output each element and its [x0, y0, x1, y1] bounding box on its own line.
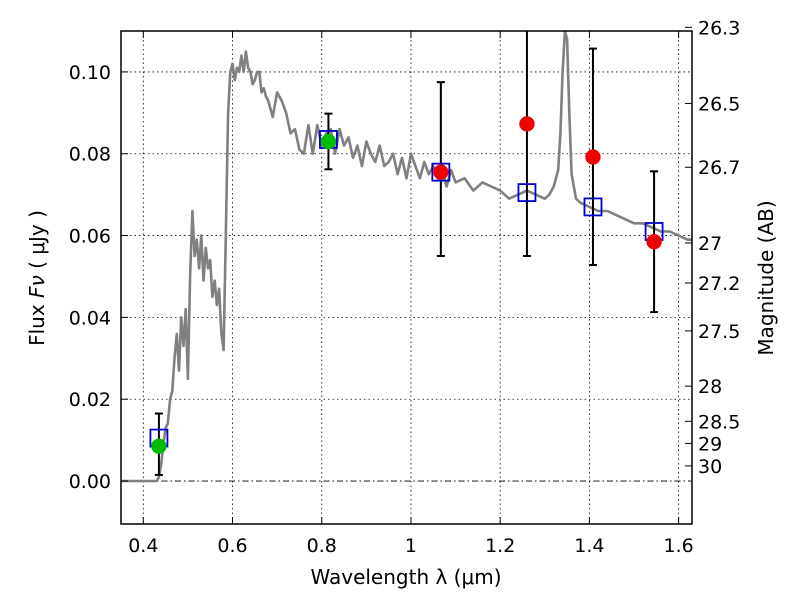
model-spectrum-line	[121, 31, 692, 483]
grid	[121, 31, 692, 524]
observed-flux-marker	[433, 164, 449, 180]
mag-tick-label: 26.7	[698, 157, 740, 179]
x-tick-label: 0.6	[217, 535, 247, 557]
observed-flux-marker	[585, 149, 601, 165]
data-markers	[149, 116, 664, 455]
observed-flux-marker	[151, 438, 167, 455]
model-photometry-marker	[431, 162, 451, 182]
x-tick-label: 1.6	[664, 535, 694, 557]
mag-tick-label: 28	[698, 376, 722, 398]
model-photometry-marker	[583, 197, 603, 217]
mag-tick-label: 26.5	[698, 93, 740, 115]
plot-frame	[120, 30, 693, 525]
mag-tick-label: 27	[698, 233, 722, 255]
x-tick-label: 1	[405, 535, 417, 557]
y-axis-label: Flux Fν ( μJy )	[25, 210, 49, 346]
y2-axis-label: Magnitude (AB)	[754, 200, 778, 355]
y-tick-label: 0.00	[69, 471, 111, 493]
x-tick-label: 1.4	[574, 535, 604, 557]
mag-tick-label: 27.5	[698, 321, 740, 343]
model-spectrum	[121, 31, 692, 483]
y-tick-label: 0.02	[69, 389, 111, 411]
mag-tick-label: 29	[698, 433, 722, 455]
x-tick-label: 0.4	[128, 535, 158, 557]
x-tick-label: 1.2	[485, 535, 515, 557]
observed-flux-marker	[320, 133, 337, 150]
y-axis-label-unit: ( μJy )	[25, 210, 49, 269]
y-tick-label: 0.08	[69, 144, 111, 166]
mag-tick-label: 30	[698, 456, 722, 478]
y-tick-label: 0.10	[69, 62, 111, 84]
axis-ticks: 0.4 0.6 0.8 1 1.2 1.4 1.6 0.00 0.02 0.04 0.06 0.08 0…	[69, 17, 741, 557]
y-axis-label-prefix: Flux	[25, 298, 49, 346]
observed-flux-marker	[519, 116, 535, 132]
mag-tick-label: 26.3	[698, 17, 740, 39]
mag-tick-label: 28.5	[698, 411, 740, 433]
y-tick-label: 0.04	[69, 307, 111, 329]
y-axis-label-symbol: Fν	[25, 275, 49, 298]
mag-tick-label: 27.2	[698, 273, 740, 295]
y-tick-label: 0.06	[69, 226, 111, 248]
observed-flux-marker	[646, 233, 662, 250]
model-photometry-marker	[517, 183, 537, 203]
x-axis-label: Wavelength λ (μm)	[310, 565, 501, 589]
x-tick-label: 0.8	[307, 535, 337, 557]
